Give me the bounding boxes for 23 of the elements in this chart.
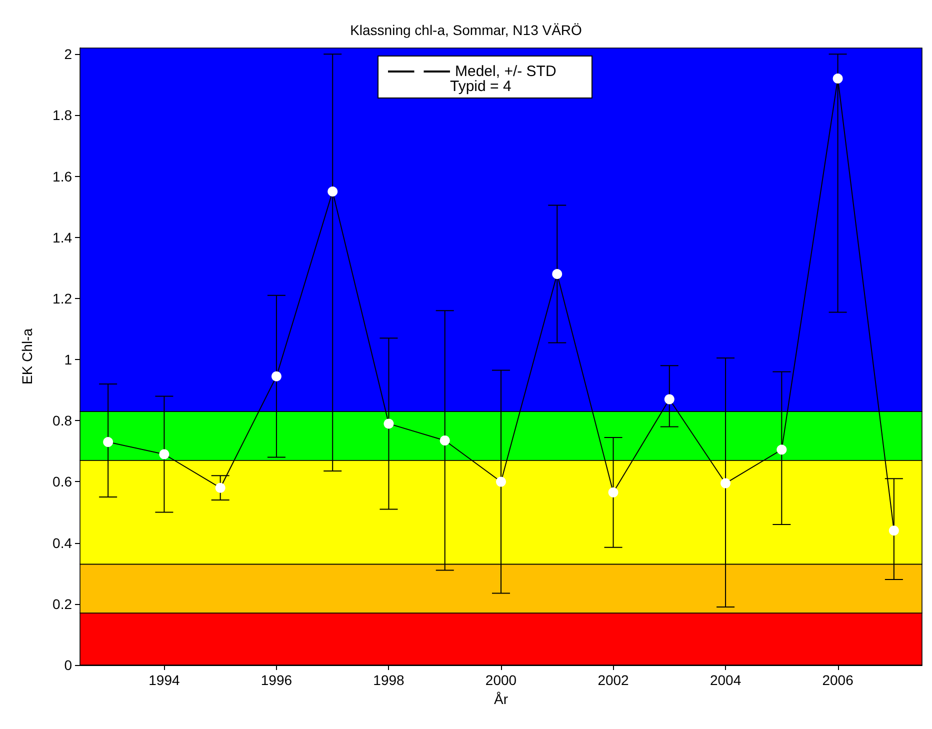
x-tick-label: 2000 [485, 672, 517, 688]
y-tick-label: 2 [64, 46, 72, 62]
x-tick-label: 1996 [260, 672, 292, 688]
y-tick-label: 0.6 [52, 474, 72, 490]
y-tick-label: 1.4 [52, 229, 72, 246]
y-tick-label: 1.6 [52, 168, 72, 184]
x-tick-label: 2004 [710, 672, 742, 688]
y-tick-label: 0.4 [52, 534, 72, 551]
x-tick-label: 1998 [373, 672, 405, 688]
y-tick-label: 1.8 [52, 107, 72, 124]
annotation: Typid = 4 [450, 78, 512, 95]
legend-label: Medel, +/- STD [455, 63, 556, 80]
y-tick-label: 0.2 [52, 596, 72, 612]
y-axis-title: EK Chl-a [19, 328, 35, 385]
x-tick-label: 1994 [148, 672, 180, 688]
y-tick-label: 1 [64, 352, 72, 368]
y-tick-label: 0 [64, 657, 72, 673]
x-tick-label: 2002 [598, 672, 630, 688]
y-tick-label: 1.2 [52, 290, 72, 306]
x-axis-title: År [494, 690, 508, 707]
x-tick-label: 2006 [822, 672, 854, 688]
y-tick-label: 0.8 [52, 412, 72, 429]
chart-title: Klassning chl-a, Sommar, N13 VÄRÖ [350, 22, 582, 38]
